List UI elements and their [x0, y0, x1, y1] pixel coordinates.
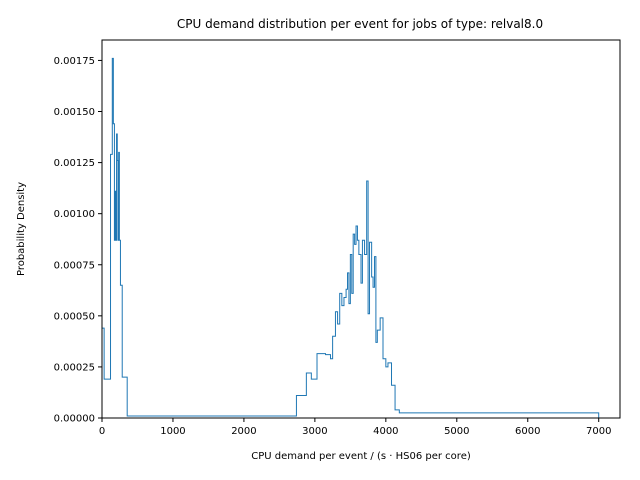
x-tick-label: 6000	[515, 426, 540, 437]
y-tick-label: 0.00150	[54, 107, 95, 118]
x-tick-label: 5000	[444, 426, 469, 437]
y-axis-label: Probability Density	[16, 182, 27, 276]
histogram-step-line	[101, 57, 600, 418]
y-tick-label: 0.00050	[54, 311, 95, 322]
y-tick-label: 0.00075	[54, 260, 95, 271]
x-axis-ticks: 0 1000 2000 3000 4000 5000 6000 7000	[99, 418, 611, 437]
y-tick-label: 0.00025	[54, 362, 95, 373]
plot-area	[101, 57, 600, 418]
x-tick-label: 3000	[302, 426, 327, 437]
y-tick-label: 0.00100	[54, 209, 95, 220]
y-tick-label: 0.00000	[54, 414, 95, 425]
y-tick-label: 0.00125	[54, 158, 95, 169]
y-tick-label: 0.00175	[54, 56, 95, 67]
x-tick-label: 2000	[231, 426, 256, 437]
x-tick-label: 0	[99, 426, 105, 437]
x-tick-label: 1000	[160, 426, 185, 437]
x-tick-label: 7000	[586, 426, 611, 437]
y-axis-ticks: 0.00000 0.00025 0.00050 0.00075 0.00100 0.001…	[54, 56, 102, 425]
x-tick-label: 4000	[373, 426, 398, 437]
x-axis-label: CPU demand per event / (s · HS06 per cor…	[251, 451, 471, 462]
plot-frame	[101, 39, 621, 419]
chart-title: CPU demand distribution per event for jo…	[177, 17, 543, 31]
